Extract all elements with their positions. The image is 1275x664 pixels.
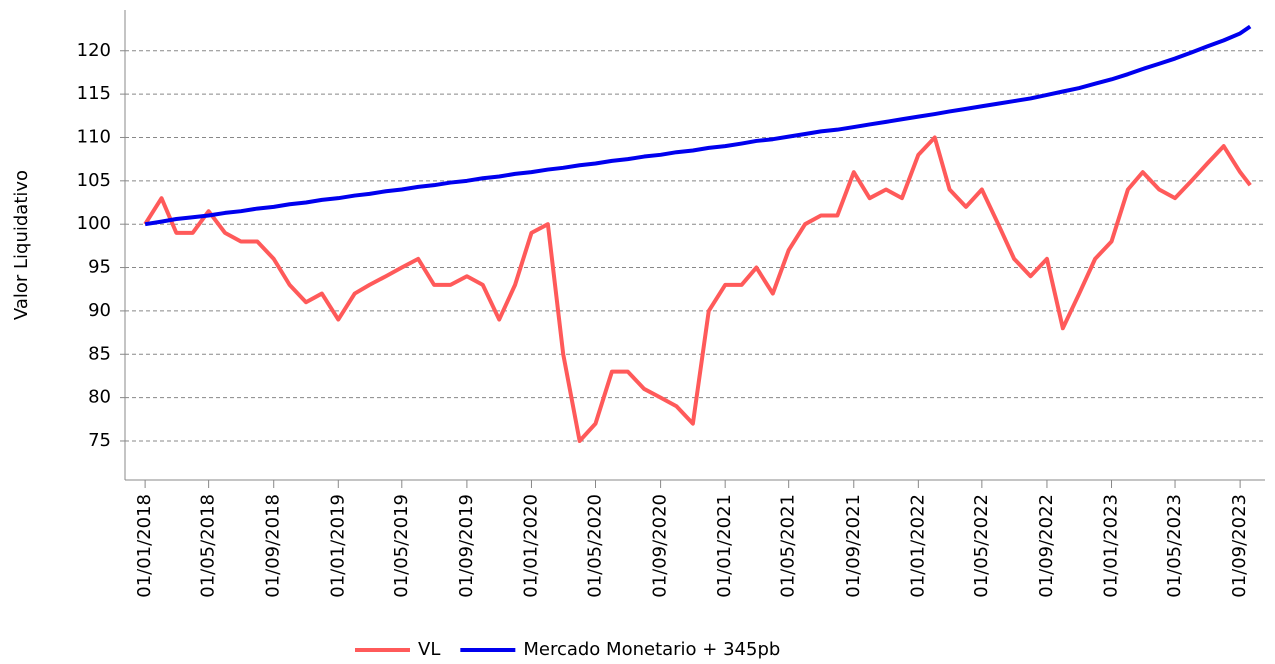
y-tick-label: 120 — [77, 40, 111, 61]
series-line — [143, 135, 1252, 443]
x-tick-label: 01/01/2023 — [1101, 494, 1122, 598]
x-tick-label: 01/09/2019 — [456, 494, 477, 598]
x-tick-label: 01/09/2022 — [1036, 494, 1057, 598]
x-tick-label: 01/01/2018 — [134, 494, 155, 598]
x-tick-label: 01/09/2018 — [263, 494, 284, 598]
series-line — [144, 24, 1252, 227]
x-tick-label: 01/05/2020 — [585, 494, 606, 598]
x-tick-label: 01/05/2023 — [1164, 494, 1185, 598]
y-tick-label: 80 — [88, 387, 111, 408]
x-tick-label: 01/05/2019 — [391, 494, 412, 598]
y-tick-label: 110 — [77, 126, 111, 147]
y-tick-label: 95 — [88, 257, 111, 278]
y-tick-label: 85 — [88, 343, 111, 364]
x-tick-label: 01/09/2020 — [650, 494, 671, 598]
x-tick-label: 01/09/2023 — [1229, 494, 1250, 598]
y-tick-label: 100 — [77, 213, 111, 234]
y-tick-label: 90 — [88, 300, 111, 321]
x-tick-label: 01/05/2022 — [971, 494, 992, 598]
y-tick-label: 75 — [88, 430, 111, 451]
x-tick-label: 01/01/2019 — [327, 494, 348, 598]
x-tick-label: 01/05/2021 — [778, 494, 799, 598]
x-tick-label: 01/09/2021 — [843, 494, 864, 598]
legend-label: Mercado Monetario + 345pb — [523, 639, 780, 660]
x-tick-label: 01/01/2022 — [907, 494, 928, 598]
x-tick-label: 01/01/2021 — [714, 494, 735, 598]
legend-label: VL — [418, 639, 440, 660]
x-tick-label: 01/05/2018 — [198, 494, 219, 598]
y-tick-label: 105 — [77, 170, 111, 191]
y-axis-title: Valor Liquidativo — [11, 170, 32, 320]
x-tick-label: 01/01/2020 — [520, 494, 541, 598]
y-tick-label: 115 — [77, 83, 111, 104]
